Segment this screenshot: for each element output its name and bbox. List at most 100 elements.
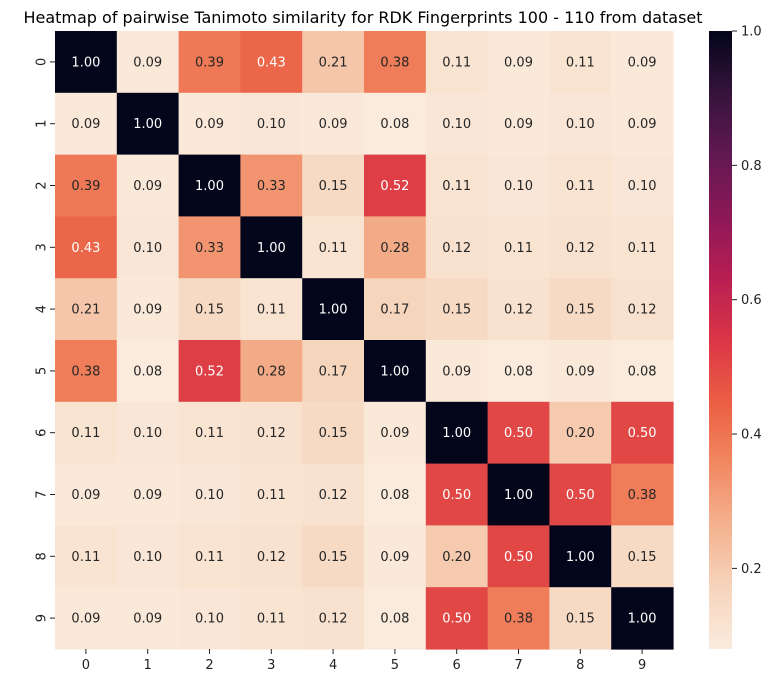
y-tick-label: 3 xyxy=(35,243,50,251)
heatmap-cell xyxy=(55,401,118,465)
y-tick-label: 2 xyxy=(35,181,50,189)
heatmap-cell xyxy=(611,463,674,526)
heatmap-cell xyxy=(549,587,612,650)
cell-value-label: 0.15 xyxy=(195,303,224,318)
heatmap-cell xyxy=(178,216,241,279)
y-tick-label: 7 xyxy=(35,490,50,498)
heatmap-cell xyxy=(425,340,489,403)
cell-value-label: 0.09 xyxy=(628,55,657,70)
heatmap-cell xyxy=(549,31,612,94)
cell-value-label: 0.09 xyxy=(133,55,162,70)
heatmap-cell xyxy=(487,31,550,94)
heatmap-cell xyxy=(425,216,489,279)
heatmap-cell xyxy=(55,278,118,341)
heatmap-cell xyxy=(364,278,427,341)
heatmap-cell xyxy=(549,278,612,341)
cell-value-label: 0.15 xyxy=(566,612,595,627)
cell-value-label: 0.52 xyxy=(380,179,409,194)
heatmap-cell xyxy=(178,31,241,94)
heatmap-cell xyxy=(487,525,550,588)
cell-value-label: 0.15 xyxy=(319,426,348,441)
cell-value-label: 0.38 xyxy=(628,488,657,503)
heatmap-cell xyxy=(364,401,427,465)
cell-value-label: 0.15 xyxy=(442,303,471,318)
cell-value-label: 0.12 xyxy=(628,303,657,318)
cell-value-label: 1.00 xyxy=(133,117,162,132)
cell-value-label: 0.38 xyxy=(380,55,409,70)
cell-value-label: 0.50 xyxy=(442,612,471,627)
heatmap-cell xyxy=(240,340,303,403)
heatmap-cell xyxy=(116,154,180,217)
x-axis: 0 1 2 3 4 5 6 7 8 9 xyxy=(82,649,646,673)
heatmap-cell xyxy=(302,401,365,465)
heatmap-cell xyxy=(178,587,241,650)
cell-value-label: 0.10 xyxy=(628,179,657,194)
cell-value-label: 0.11 xyxy=(195,426,224,441)
heatmap-cell xyxy=(611,587,674,650)
cell-value-label: 0.50 xyxy=(442,488,471,503)
cell-value-label: 0.11 xyxy=(442,179,471,194)
colorbar-tick-label: 0.2 xyxy=(741,562,762,577)
cell-value-label: 0.39 xyxy=(71,179,100,194)
heatmap-cell xyxy=(240,401,303,465)
cell-value-label: 0.52 xyxy=(195,364,224,379)
heatmap-cell xyxy=(487,587,550,650)
cell-value-label: 0.11 xyxy=(71,426,100,441)
y-tick-label: 0 xyxy=(35,58,50,66)
cell-value-label: 0.39 xyxy=(195,55,224,70)
cell-value-label: 0.17 xyxy=(380,303,409,318)
cell-value-label: 0.10 xyxy=(133,241,162,256)
heatmap-cell xyxy=(487,340,550,403)
heatmap-cell xyxy=(611,216,674,279)
cell-value-label: 0.21 xyxy=(71,303,100,318)
cell-value-label: 0.15 xyxy=(319,179,348,194)
cell-value-label: 0.11 xyxy=(257,488,286,503)
x-tick-label: 5 xyxy=(391,658,399,673)
cell-value-label: 0.10 xyxy=(442,117,471,132)
colorbar: 0.2 0.4 0.6 0.8 1.0 xyxy=(709,25,762,649)
heatmap-cell xyxy=(611,154,674,217)
cell-value-label: 0.09 xyxy=(133,612,162,627)
cell-value-label: 0.11 xyxy=(257,612,286,627)
heatmap-cell xyxy=(549,401,612,465)
cell-value-label: 0.09 xyxy=(442,364,471,379)
cell-value-label: 0.08 xyxy=(380,612,409,627)
cell-value-label: 0.10 xyxy=(133,426,162,441)
cell-value-label: 0.33 xyxy=(195,241,224,256)
heatmap-cell xyxy=(611,340,674,403)
heatmap-cell xyxy=(55,92,118,156)
cell-value-label: 0.38 xyxy=(71,364,100,379)
cell-value-label: 0.09 xyxy=(319,117,348,132)
cell-value-label: 1.00 xyxy=(257,241,286,256)
cell-value-label: 0.50 xyxy=(504,550,533,565)
cell-value-label: 0.08 xyxy=(133,364,162,379)
cell-value-label: 0.12 xyxy=(504,303,533,318)
colorbar-tick-label: 0.4 xyxy=(741,428,762,443)
cell-value-label: 0.10 xyxy=(504,179,533,194)
heatmap-cell xyxy=(178,340,241,403)
heatmap-cell xyxy=(611,525,674,588)
heatmap-cell xyxy=(425,154,489,217)
cell-value-label: 0.11 xyxy=(319,241,348,256)
heatmap-cell xyxy=(240,525,303,588)
heatmap-cell xyxy=(425,401,489,465)
heatmap-cell xyxy=(549,340,612,403)
heatmap-cell xyxy=(302,340,365,403)
cell-value-label: 0.09 xyxy=(380,426,409,441)
x-tick-label: 0 xyxy=(82,658,90,673)
heatmap-cell xyxy=(425,31,489,94)
heatmap-cell xyxy=(240,463,303,526)
cell-value-label: 0.09 xyxy=(71,488,100,503)
heatmap-cell xyxy=(55,525,118,588)
heatmap-cell xyxy=(55,154,118,217)
heatmap-cell xyxy=(364,154,427,217)
cell-value-label: 0.12 xyxy=(257,550,286,565)
cell-value-label: 1.00 xyxy=(71,55,100,70)
heatmap-cell xyxy=(55,340,118,403)
cell-value-label: 0.17 xyxy=(319,364,348,379)
heatmap-cell xyxy=(116,31,180,94)
heatmap-cells: 1.00 0.09 0.39 0.43 0.21 0.38 0.11 0.09 0.11 0.09… xyxy=(55,31,674,650)
heatmap-cell xyxy=(364,31,427,94)
heatmap-cell xyxy=(487,216,550,279)
